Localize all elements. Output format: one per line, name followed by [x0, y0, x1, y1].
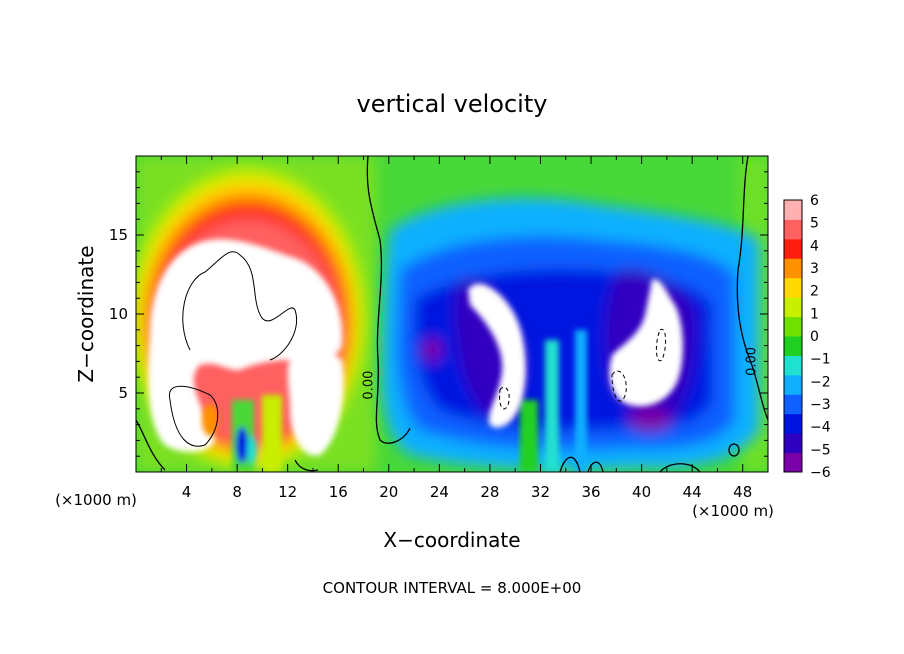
colorbar-swatch: [784, 355, 802, 376]
x-unit-right: (×1000 m): [692, 502, 774, 520]
small-downdraft-near-8km: [236, 427, 248, 463]
x-tick-label: 20: [379, 483, 398, 501]
colorbar-swatch: [784, 219, 802, 240]
colorbar-tick-label: 2: [810, 284, 819, 300]
colorbar-swatch: [784, 200, 802, 220]
contour-lines: [136, 156, 768, 472]
colorbar-tick-label: −1: [810, 352, 831, 368]
x-unit-left: (×1000 m): [55, 491, 137, 509]
contour-bottom-2: [587, 461, 604, 472]
y-axis-label: Z−coordinate: [74, 245, 98, 382]
heatmap-field: 0.00 0.00: [136, 156, 768, 472]
colorbar-swatch: [784, 336, 802, 356]
x-tick-label: 28: [480, 483, 499, 501]
orange-patch: [202, 404, 218, 436]
contour-bottom-mid: [294, 459, 319, 472]
colorbar-swatch: [784, 277, 802, 298]
colorbar-frame: [783, 199, 803, 473]
x-tick-label: 24: [430, 483, 449, 501]
y-tick-label: 5: [118, 384, 128, 402]
updraft-gap-2: [262, 395, 282, 472]
colorbar-swatch: [784, 258, 802, 279]
colorbar-tick-label: −3: [810, 397, 831, 413]
x-axis: 4 8 12 16 20 24 28 32 36 40 44 48: [160, 156, 752, 501]
colorbar-tick-label: 6: [810, 193, 819, 209]
colorbar-swatch: [784, 394, 802, 415]
x-tick-label: 44: [683, 483, 702, 501]
x-axis-label: X−coordinate: [383, 528, 520, 552]
colorbar-tick-label: 0: [810, 329, 819, 345]
negative-contours: [499, 328, 667, 410]
colorbar-tick-label: 5: [810, 216, 819, 232]
contour-updraft-upper: [182, 251, 297, 361]
colorbar-tick-label: 4: [810, 238, 819, 254]
zero-contour-left: [366, 156, 411, 444]
y-axis: 5 10 15: [109, 171, 768, 457]
colorbar-tick-label: −5: [810, 442, 831, 458]
cyan-column-2: [575, 330, 587, 472]
x-tick-label: 36: [581, 483, 600, 501]
contour-updraft-lower: [168, 385, 219, 447]
colorbar-swatch: [784, 297, 802, 318]
contour-interval-label: CONTOUR INTERVAL = 8.000E+00: [323, 579, 582, 597]
small-cyan-near-8km: [247, 436, 257, 464]
downdraft-region: [381, 198, 760, 470]
colorbar-swatch: [784, 452, 802, 473]
contour-label: 0.00: [744, 347, 759, 376]
colorbar-tick-label: 3: [810, 261, 819, 277]
x-tick-label: 8: [232, 483, 242, 501]
y-tick-label: 10: [109, 305, 128, 323]
colorbar-tick-label: 1: [810, 306, 819, 322]
x-tick-label: 48: [733, 483, 752, 501]
x-tick-label: 16: [329, 483, 348, 501]
x-tick-label: 4: [182, 483, 192, 501]
updraft-core: [148, 239, 344, 456]
y-tick-label: 15: [109, 226, 128, 244]
x-tick-label: 32: [531, 483, 550, 501]
chart-title: vertical velocity: [357, 90, 548, 118]
colorbar-swatch: [784, 374, 802, 395]
contour-bottom-left: [136, 419, 166, 471]
cyan-column-1: [545, 340, 559, 472]
colorbar-tick-label: −2: [810, 374, 831, 390]
contour-small-loop: [728, 443, 740, 457]
zero-contour-right: [736, 156, 768, 421]
colorbar: 6 5 4 3 2 1 0 −1 −2 −3 −4 −5 −6: [783, 193, 831, 481]
colorbar-swatch: [784, 433, 802, 454]
downdraft-cores: [468, 279, 683, 428]
contour-label: 0.00: [361, 371, 376, 400]
colorbar-tick-label: −6: [810, 465, 831, 481]
colorbar-swatch: [784, 316, 802, 337]
colorbar-swatch: [784, 413, 802, 434]
green-column: [520, 400, 538, 472]
x-tick-label: 40: [632, 483, 651, 501]
contour-bottom-3: [659, 463, 701, 472]
colorbar-swatch: [784, 238, 802, 259]
contour-bottom-1: [559, 456, 581, 472]
x-tick-label: 12: [278, 483, 297, 501]
colorbar-tick-label: −4: [810, 420, 831, 436]
